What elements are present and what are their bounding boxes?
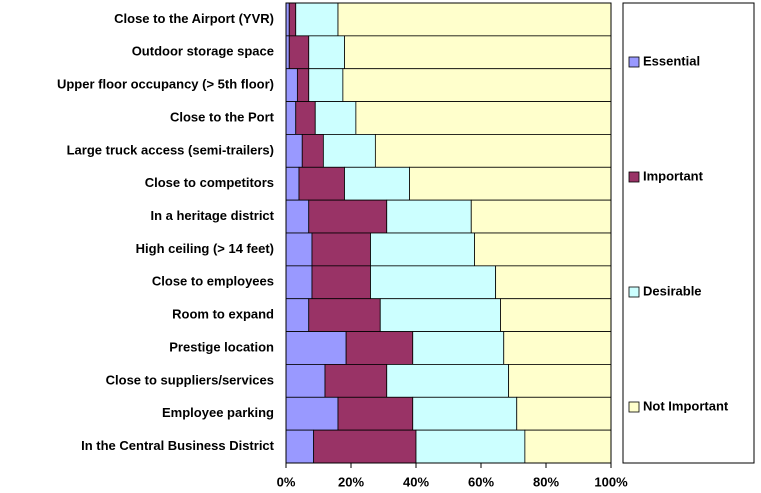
bar-segment <box>295 2 339 37</box>
legend-label: Not Important <box>643 398 729 413</box>
y-tick-label: In a heritage district <box>150 208 274 223</box>
legend-swatch <box>628 401 640 413</box>
y-tick-label: Close to the Airport (YVR) <box>114 11 274 26</box>
bar-segment <box>285 134 303 168</box>
bar-segment <box>311 232 371 267</box>
bar-segment <box>474 232 612 267</box>
legend-label: Desirable <box>643 283 702 298</box>
x-tick-label: 40% <box>403 474 429 489</box>
x-tick-label: 80% <box>533 474 559 489</box>
bar-segment <box>322 134 376 168</box>
bar-segment <box>308 199 388 234</box>
bar-segment <box>285 331 347 365</box>
y-tick-label: Close to competitors <box>145 175 274 190</box>
y-tick-label: Upper floor occupancy (> 5th floor) <box>57 77 274 92</box>
bar-segment <box>500 298 612 332</box>
legend-swatch <box>628 286 640 298</box>
x-tick-label: 0% <box>277 474 296 489</box>
y-tick-label: Prestige location <box>169 339 274 354</box>
y-tick-label: Large truck access (semi-trailers) <box>67 142 274 157</box>
bar-segment <box>311 265 371 300</box>
bar-segment <box>285 298 310 332</box>
bar-segment <box>288 2 297 37</box>
y-tick-label: Employee parking <box>162 405 274 420</box>
bar-segment <box>288 35 310 70</box>
bar-segment <box>285 364 326 398</box>
bar-segment <box>508 364 612 398</box>
bar-segment <box>355 101 612 135</box>
y-tick-label: High ceiling (> 14 feet) <box>136 241 274 256</box>
bar-segment <box>374 134 612 168</box>
bar-segment <box>337 396 414 431</box>
bar-segment <box>308 298 381 332</box>
bar-segment <box>313 429 417 464</box>
legend-swatch <box>628 171 640 183</box>
bar-segment <box>524 429 612 464</box>
legend-swatch <box>628 56 640 68</box>
bar-segment <box>516 396 612 431</box>
x-tick-label: 100% <box>594 474 628 489</box>
plot-border <box>285 2 612 464</box>
bar-segment <box>370 232 475 267</box>
bar-segment <box>285 68 298 102</box>
bar-segment <box>301 134 324 168</box>
bar-segment <box>370 265 497 300</box>
legend-label: Important <box>643 168 704 183</box>
y-tick-label: Close to suppliers/services <box>106 372 274 387</box>
bar-segment <box>337 2 612 37</box>
bar-segment <box>285 166 300 201</box>
bar-segment <box>295 101 316 135</box>
bar-segment <box>344 166 410 201</box>
bar-segment <box>495 265 612 300</box>
bar-segment <box>308 68 344 102</box>
bar-segment <box>285 232 313 267</box>
y-tick-label: Close to the Port <box>170 109 275 124</box>
bar-segment <box>342 68 612 102</box>
x-tick-label: 20% <box>338 474 364 489</box>
bar-segment <box>415 429 526 464</box>
bar-segment <box>503 331 612 365</box>
bar-segment <box>379 298 501 332</box>
y-tick-label: Outdoor storage space <box>132 44 274 59</box>
bar-segment <box>470 199 612 234</box>
y-tick-label: Room to expand <box>172 307 274 322</box>
y-tick-label: In the Central Business District <box>81 438 275 453</box>
legend-box <box>622 2 755 464</box>
bar-segment <box>285 429 315 464</box>
bar-segment <box>314 101 357 135</box>
bar-segment <box>324 364 388 398</box>
bar-segment <box>409 166 612 201</box>
bar-segment <box>285 101 297 135</box>
bar-segment <box>345 331 414 365</box>
bar-segment <box>285 396 339 431</box>
bar-segment <box>344 35 612 70</box>
bar-segment <box>296 68 310 102</box>
bar-segment <box>285 265 313 300</box>
bar-segment <box>285 199 310 234</box>
x-tick-label: 60% <box>468 474 494 489</box>
bar-segment <box>412 331 505 365</box>
legend-label: Essential <box>643 53 700 68</box>
bar-segment <box>412 396 518 431</box>
bar-segment <box>298 166 345 201</box>
bar-segment <box>386 199 472 234</box>
y-tick-label: Close to employees <box>152 274 274 289</box>
bar-segment <box>308 35 345 70</box>
bar-segment <box>386 364 510 398</box>
